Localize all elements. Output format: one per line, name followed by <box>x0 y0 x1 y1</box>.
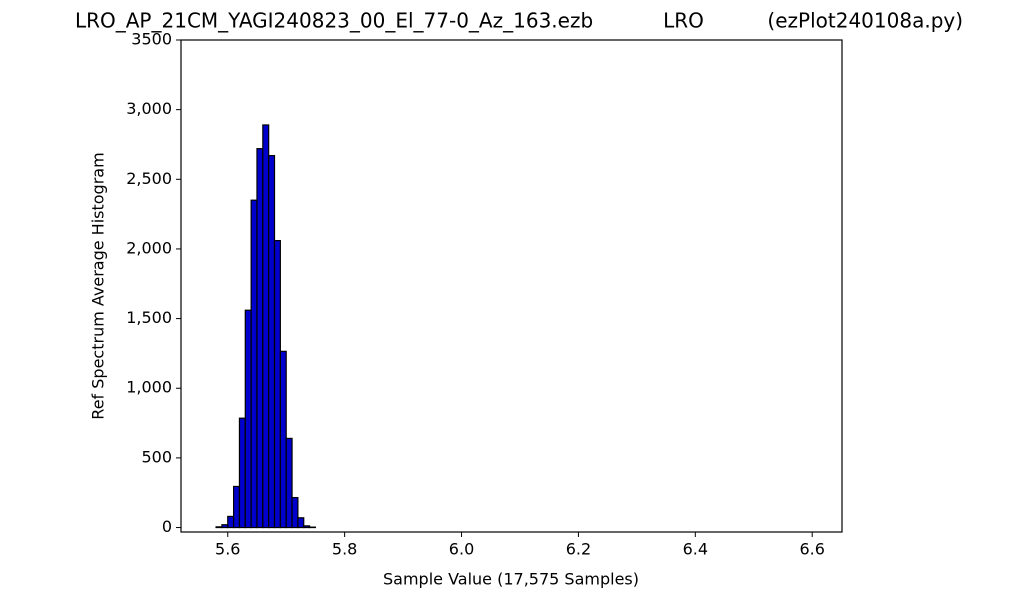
histogram-bar <box>227 515 235 529</box>
y-tick-label: 3,000 <box>126 99 172 118</box>
y-tick-label: 1,500 <box>126 308 172 327</box>
histogram-bar <box>273 239 281 529</box>
histogram-bar <box>262 124 270 529</box>
x-tick-label: 6.0 <box>449 540 474 559</box>
histogram-bar <box>285 437 293 529</box>
x-tick-label: 5.8 <box>332 540 357 559</box>
x-axis-label: Sample Value (17,575 Samples) <box>383 570 639 589</box>
y-tick-label: 3500 <box>131 30 172 49</box>
x-tick-label: 6.4 <box>683 540 708 559</box>
histogram-bar <box>221 524 229 529</box>
histogram-bar <box>250 199 258 529</box>
histogram-bar <box>256 148 264 529</box>
histogram-bar <box>303 525 311 529</box>
histogram-bar <box>291 496 299 529</box>
histogram-bar <box>297 517 305 529</box>
y-axis-label: Ref Spectrum Average Histogram <box>89 152 108 419</box>
plot-frame <box>180 39 843 533</box>
histogram-bar <box>268 155 276 529</box>
y-tick-label: 0 <box>162 517 172 536</box>
chart-title: LRO_AP_21CM_YAGI240823_00_El_77-0_Az_163… <box>75 9 963 33</box>
x-tick-label: 6.6 <box>799 540 824 559</box>
x-tick-label: 6.2 <box>566 540 591 559</box>
y-tick-label: 2,500 <box>126 169 172 188</box>
histogram-bar <box>279 350 287 529</box>
histogram-bar <box>244 309 252 529</box>
y-tick-label: 500 <box>141 447 172 466</box>
histogram-bar <box>232 485 241 529</box>
y-tick-label: 2,000 <box>126 238 172 257</box>
histogram-bar <box>215 526 223 529</box>
histogram-bar <box>238 417 246 529</box>
y-tick-label: 1,000 <box>126 378 172 397</box>
x-tick-label: 5.6 <box>215 540 240 559</box>
